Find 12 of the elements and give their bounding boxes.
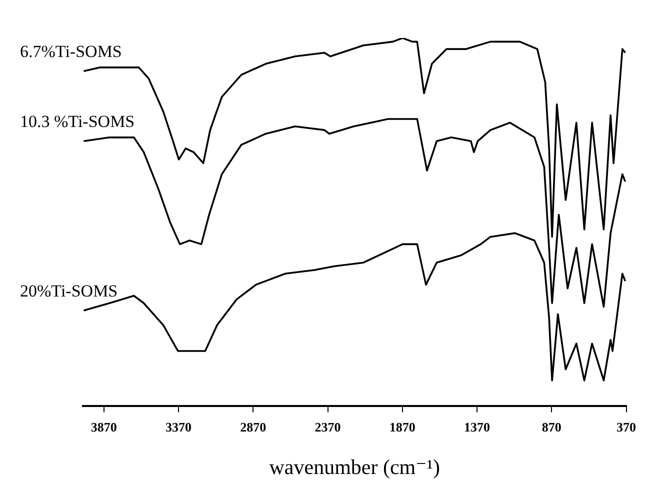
x-tick-label: 2370 xyxy=(314,419,341,434)
x-tick-label: 1870 xyxy=(389,419,416,434)
x-tick-label: 3870 xyxy=(90,419,117,434)
x-tick-label: 1370 xyxy=(464,419,490,434)
series-label: 10.3 %Ti-SOMS xyxy=(20,112,135,132)
series-label: 6.7%Ti-SOMS xyxy=(20,42,122,62)
series-label: 20%Ti-SOMS xyxy=(20,281,118,300)
x-tick-label: 870 xyxy=(542,419,562,434)
x-tick-label: 3370 xyxy=(166,419,192,434)
x-axis-title: wavenumber (cm⁻¹) xyxy=(269,454,440,479)
x-tick-label: 370 xyxy=(616,419,636,434)
x-tick-label: 2870 xyxy=(240,419,266,434)
